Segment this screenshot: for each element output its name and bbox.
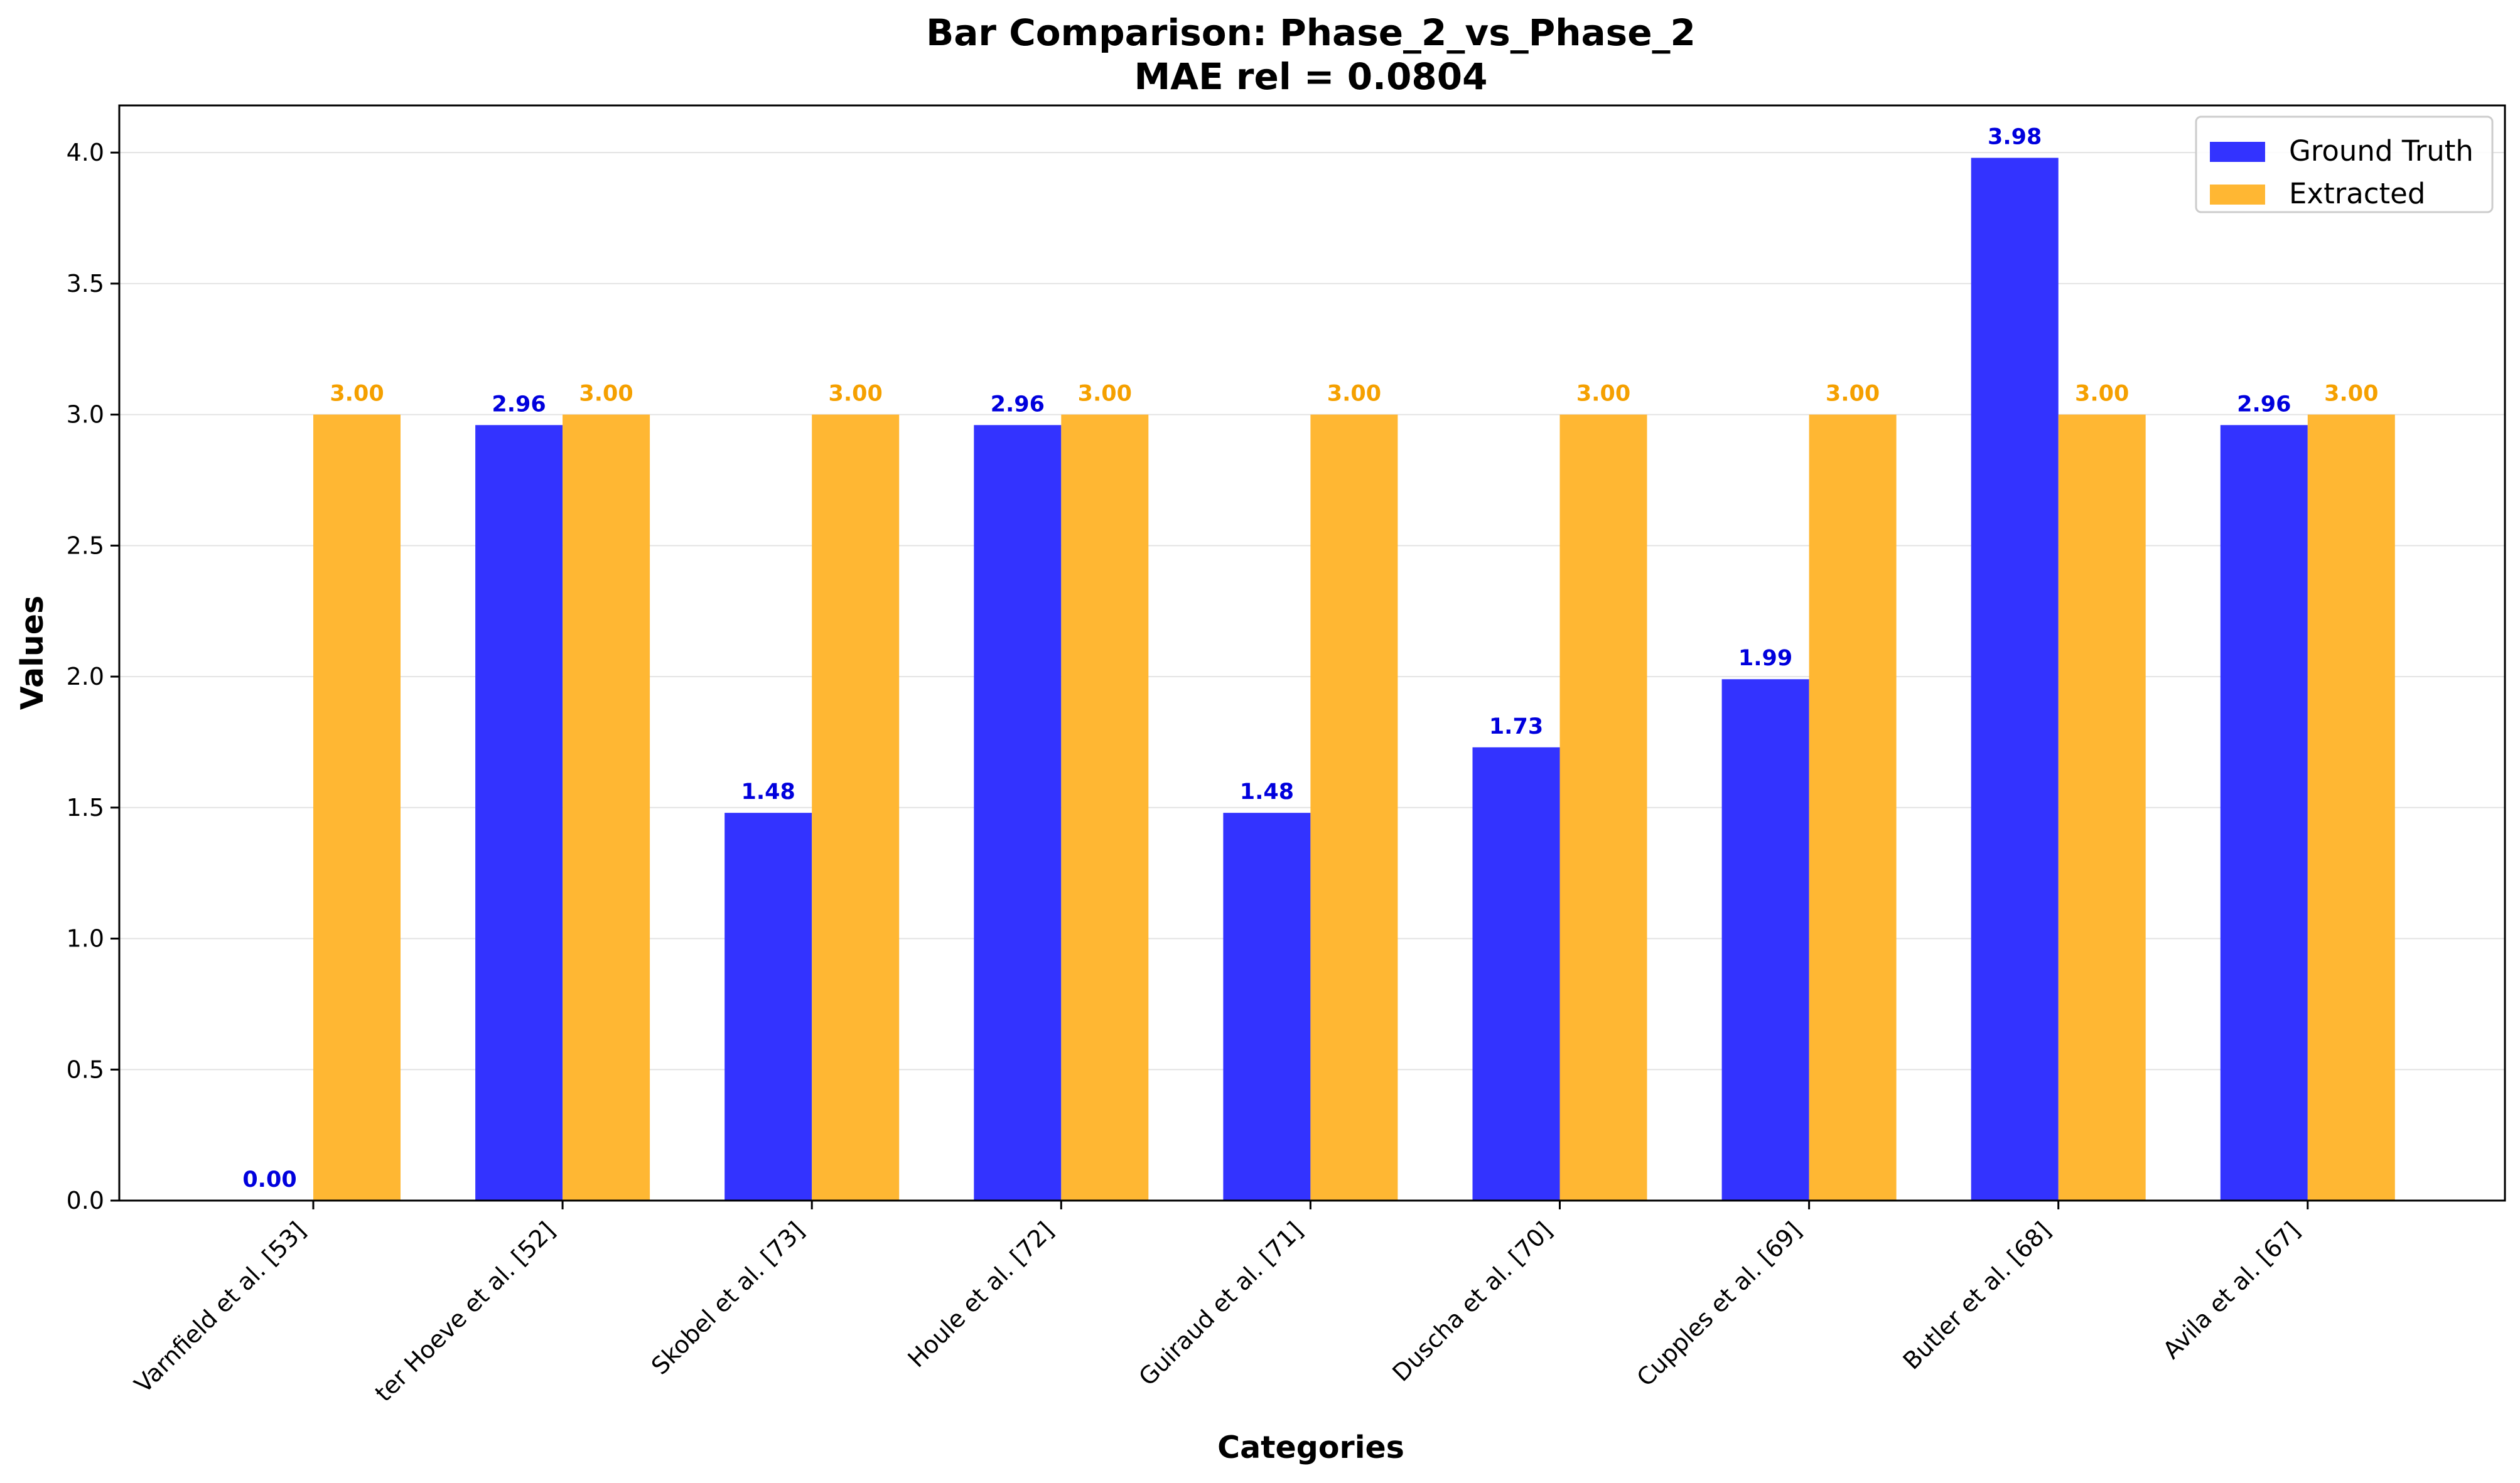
x-tick-label: Duscha et al. [70]	[1387, 1216, 1557, 1386]
bar-extracted	[2058, 414, 2146, 1201]
bar-extracted	[1061, 414, 1149, 1201]
y-axis: 0.0 0.5 1.0 1.5 2.0 2.5 3.0 3.5 4.0	[67, 139, 119, 1214]
y-tick-label: 0.0	[67, 1187, 104, 1214]
bar-value-label: 0.00	[242, 1167, 296, 1192]
bar-extracted	[563, 414, 650, 1201]
legend-label: Ground Truth	[2289, 134, 2474, 168]
bar-value-label: 2.96	[991, 392, 1045, 417]
bar-value-label: 3.00	[1576, 382, 1630, 407]
x-tick-label: Skobel et al. [73]	[646, 1216, 810, 1380]
x-tick-label: Butler et al. [68]	[1898, 1216, 2056, 1374]
bar-value-label: 3.00	[1826, 382, 1880, 407]
bar-extracted	[1809, 414, 1897, 1201]
bar-labels: 0.00 3.00 2.96 3.00 1.48 3.00 2.96 3.00 1.48 3.00…	[242, 124, 2378, 1192]
y-tick-label: 2.0	[67, 663, 104, 690]
x-tick-label: Varnfield et al. [53]	[129, 1216, 311, 1398]
y-tick-label: 1.5	[67, 794, 104, 822]
bar-value-label: 3.00	[2324, 382, 2378, 407]
legend: Ground Truth Extracted	[2195, 115, 2494, 213]
y-tick-label: 2.5	[67, 532, 104, 559]
legend-swatch	[2210, 142, 2265, 162]
bar-value-label: 1.99	[1738, 646, 1792, 671]
y-tick-label: 3.5	[67, 270, 104, 297]
bar-ground-truth	[1472, 747, 1560, 1201]
x-tick-label: ter Hoeve et al. [52]	[370, 1216, 561, 1407]
bar-ground-truth	[1223, 813, 1311, 1201]
bar-value-label: 1.48	[741, 779, 795, 805]
bar-value-label: 3.00	[330, 382, 384, 407]
x-tick-label: Guiraud et al. [71]	[1133, 1216, 1308, 1391]
bars	[313, 158, 2395, 1201]
bar-ground-truth	[2220, 425, 2308, 1201]
bar-extracted	[812, 414, 900, 1201]
bar-ground-truth	[1971, 158, 2059, 1201]
legend-label: Extracted	[2289, 177, 2425, 210]
bar-extracted	[1559, 414, 1647, 1201]
y-axis-label: Values	[14, 596, 50, 710]
bar-ground-truth	[724, 813, 812, 1201]
bar-value-label: 3.00	[1078, 382, 1132, 407]
bar-value-label: 3.98	[1988, 124, 2042, 149]
y-tick-label: 4.0	[67, 139, 104, 166]
bar-value-label: 1.73	[1489, 714, 1543, 739]
x-tick-label: Cupples et al. [69]	[1632, 1216, 1807, 1391]
bar-value-label: 3.00	[2075, 382, 2129, 407]
bar-extracted	[313, 414, 401, 1201]
y-tick-label: 1.0	[67, 925, 104, 953]
x-axis: Varnfield et al. [53] ter Hoeve et al. [5…	[129, 1201, 2309, 1407]
y-tick-label: 0.5	[67, 1056, 104, 1083]
bar-value-label: 2.96	[2237, 392, 2291, 417]
bar-ground-truth	[475, 425, 563, 1201]
bar-extracted	[1310, 414, 1398, 1201]
legend-box	[2195, 115, 2494, 213]
y-tick-label: 3.0	[67, 401, 104, 429]
bar-value-label: 3.00	[829, 382, 883, 407]
bar-value-label: 2.96	[492, 392, 546, 417]
bar-value-label: 3.00	[1327, 382, 1381, 407]
bar-ground-truth	[1721, 679, 1809, 1201]
bar-value-label: 1.48	[1240, 779, 1294, 805]
bar-value-label: 3.00	[579, 382, 633, 407]
x-tick-label: Avila et al. [67]	[2158, 1216, 2306, 1364]
x-axis-label: Categories	[1217, 1430, 1404, 1465]
bar-extracted	[2307, 414, 2395, 1201]
x-tick-label: Houle et al. [72]	[903, 1216, 1059, 1373]
bar-ground-truth	[974, 425, 1062, 1201]
chart-title: Bar Comparison: Phase_2_vs_Phase_2	[926, 11, 1696, 54]
chart-subtitle: MAE rel = 0.0804	[1134, 55, 1487, 98]
legend-swatch	[2210, 185, 2265, 205]
plot-frame	[118, 104, 2506, 1202]
